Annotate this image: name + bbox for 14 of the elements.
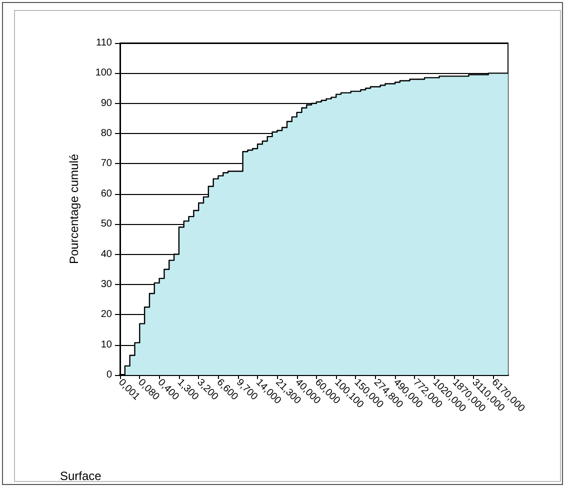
y-tick-label: 60 bbox=[100, 188, 112, 200]
y-tick-label: 70 bbox=[100, 158, 112, 170]
y-tick-label: 110 bbox=[96, 38, 112, 48]
y-tick-label: 50 bbox=[100, 218, 112, 230]
y-tick-label: 30 bbox=[100, 278, 112, 290]
y-axis-title: Pourcentage cumulé bbox=[67, 154, 81, 264]
y-tick-label: 10 bbox=[100, 339, 112, 350]
y-tick-label: 20 bbox=[100, 309, 112, 320]
y-tick-label: 100 bbox=[95, 68, 112, 79]
y-tick-label: 40 bbox=[100, 248, 112, 260]
y-tick-label: 90 bbox=[100, 98, 112, 109]
y-tick-label: 0 bbox=[106, 370, 112, 380]
x-axis-title: Surface bbox=[60, 469, 102, 483]
y-tick-label: 80 bbox=[100, 128, 112, 140]
